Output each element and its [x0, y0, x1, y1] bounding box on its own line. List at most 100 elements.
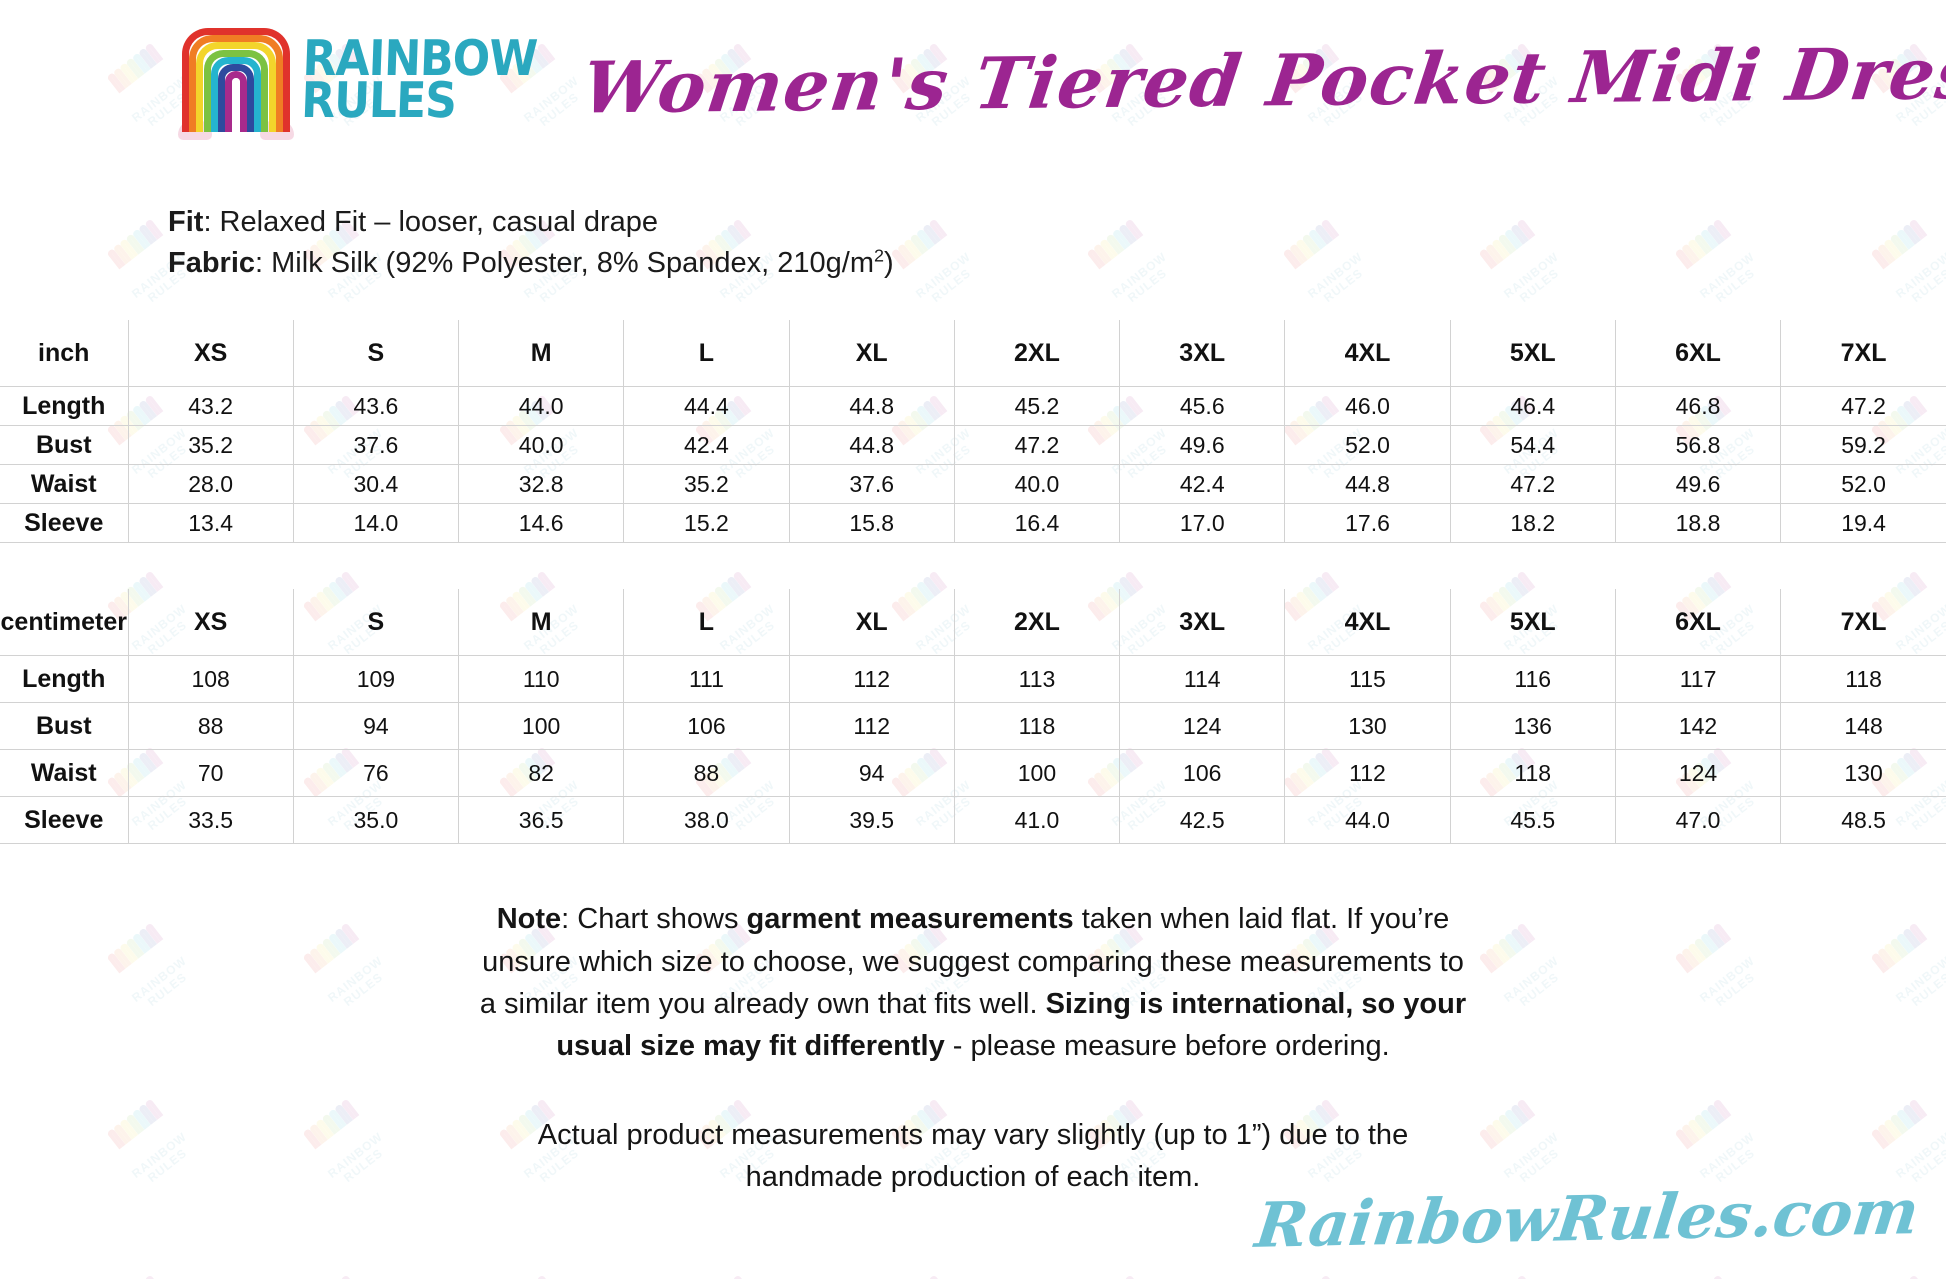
column-header-m: M [458, 320, 625, 388]
note-segment-5: - please measure before ordering. [944, 1030, 1390, 1063]
cell-bust-3xl: 124 [1119, 702, 1286, 751]
cell-waist-6xl: 124 [1614, 749, 1782, 798]
cell-length-l: 111 [623, 655, 790, 704]
row-label-waist: Waist [0, 464, 129, 505]
cell-waist-l: 35.2 [623, 464, 790, 505]
cell-sleeve-7xl: 48.5 [1780, 796, 1946, 845]
cell-bust-2xl: 118 [953, 702, 1121, 751]
cell-length-2xl: 45.2 [953, 386, 1121, 427]
cell-bust-l: 42.4 [623, 425, 790, 466]
cell-bust-5xl: 136 [1449, 702, 1616, 751]
rainbow-band-3 [196, 42, 276, 132]
cell-length-xs: 108 [127, 655, 294, 704]
column-header-6xl: 6XL [1614, 320, 1782, 388]
cell-length-xs: 43.2 [127, 386, 294, 427]
cell-sleeve-m: 36.5 [458, 796, 625, 845]
cell-sleeve-m: 14.6 [458, 503, 625, 544]
cell-bust-4xl: 52.0 [1284, 425, 1451, 466]
cell-waist-2xl: 40.0 [953, 464, 1121, 505]
cell-sleeve-4xl: 44.0 [1284, 796, 1451, 845]
cell-sleeve-l: 15.2 [623, 503, 790, 544]
cell-waist-xs: 70 [127, 749, 294, 798]
size-table-centimeter-body: Length 108 109 110 111 112 113 114 115 116 117 118 B… [0, 655, 1946, 845]
cell-length-7xl: 118 [1780, 655, 1946, 704]
size-table-centimeter: centimeter XS S M L XL 2XL 3XL 4XL 5XL 6XL 7XL Leng… [0, 589, 1946, 845]
cell-length-2xl: 113 [953, 655, 1121, 704]
cell-waist-6xl: 49.6 [1614, 464, 1782, 505]
cell-length-7xl: 47.2 [1780, 386, 1946, 427]
cell-length-xl: 112 [788, 655, 955, 704]
cell-length-3xl: 45.6 [1119, 386, 1286, 427]
size-table-inch-body: Length 43.2 43.6 44.0 44.4 44.8 45.2 45.6 46.0 46… [0, 386, 1946, 544]
column-header-7xl: 7XL [1780, 320, 1946, 388]
cell-length-s: 43.6 [292, 386, 460, 427]
column-header-xl: XL [788, 320, 955, 388]
cell-waist-m: 82 [458, 749, 625, 798]
cell-length-m: 44.0 [458, 386, 625, 427]
page-title: Women's Tiered Pocket Midi Dress [577, 30, 1946, 130]
column-header-5xl: 5XL [1449, 589, 1616, 657]
table-row: Waist 28.0 30.4 32.8 35.2 37.6 40.0 42.4 44.8 47.… [0, 464, 1946, 505]
row-label-bust: Bust [0, 425, 129, 466]
column-header-m: M [458, 589, 625, 657]
column-header-xs: XS [127, 320, 294, 388]
cell-waist-2xl: 100 [953, 749, 1121, 798]
cell-waist-xl: 94 [788, 749, 955, 798]
size-table-centimeter-head: centimeter XS S M L XL 2XL 3XL 4XL 5XL 6XL 7XL [0, 589, 1946, 657]
table-row: Sleeve 13.4 14.0 14.6 15.2 15.8 16.4 17.0 17.6 18… [0, 503, 1946, 544]
cell-bust-l: 106 [623, 702, 790, 751]
note-segment-4: Sizing is international, so your usual s… [556, 988, 1467, 1063]
cell-bust-7xl: 148 [1780, 702, 1946, 751]
secondary-note-paragraph: Actual product measurements may vary sli… [537, 1118, 1409, 1193]
cell-sleeve-xs: 13.4 [127, 503, 294, 544]
page-header: RAINBOW RULES Women's Tiered Pocket Midi… [0, 0, 1946, 160]
cell-sleeve-6xl: 47.0 [1614, 796, 1782, 845]
table-unit-header: inch [0, 320, 129, 387]
column-header-3xl: 3XL [1119, 589, 1286, 657]
rainbow-logo-icon [178, 28, 294, 140]
cell-sleeve-7xl: 19.4 [1780, 503, 1946, 544]
cell-length-m: 110 [458, 655, 625, 704]
cell-sleeve-s: 14.0 [292, 503, 460, 544]
cell-waist-5xl: 118 [1449, 749, 1616, 798]
table-row: Waist 70 76 82 88 94 100 106 112 118 124 130 [0, 749, 1946, 798]
size-table-inch-head: inch XS S M L XL 2XL 3XL 4XL 5XL 6XL 7XL [0, 320, 1946, 388]
column-header-3xl: 3XL [1119, 320, 1286, 388]
cell-bust-xs: 35.2 [127, 425, 294, 466]
column-header-l: L [623, 589, 790, 657]
note-segment-2: garment measurements [746, 903, 1074, 936]
column-header-2xl: 2XL [953, 589, 1121, 657]
cell-length-xl: 44.8 [788, 386, 955, 427]
cell-sleeve-6xl: 18.8 [1614, 503, 1782, 544]
fabric-value-superscript: 2 [874, 245, 884, 266]
rainbow-band-4 [203, 49, 269, 132]
column-header-l: L [623, 320, 790, 388]
brand-wordmark: RAINBOW RULES [300, 30, 538, 129]
cell-bust-2xl: 47.2 [953, 425, 1121, 466]
cell-length-3xl: 114 [1119, 655, 1286, 704]
cell-waist-l: 88 [623, 749, 790, 798]
column-header-xs: XS [127, 589, 294, 657]
cell-bust-xl: 44.8 [788, 425, 955, 466]
rainbow-band-2 [189, 35, 283, 132]
cell-waist-7xl: 52.0 [1780, 464, 1946, 505]
cell-waist-xs: 28.0 [127, 464, 294, 505]
note-segment-0: Note [496, 903, 562, 936]
size-table-inch: inch XS S M L XL 2XL 3XL 4XL 5XL 6XL 7XL Length 43.2… [0, 320, 1946, 544]
note-paragraph: Note: Chart shows garment measurements t… [473, 898, 1473, 1067]
row-label-length: Length [0, 655, 129, 704]
cell-bust-xl: 112 [788, 702, 955, 751]
cell-sleeve-s: 35.0 [292, 796, 460, 845]
table-row: Length 108 109 110 111 112 113 114 115 116 117 118 [0, 655, 1946, 704]
